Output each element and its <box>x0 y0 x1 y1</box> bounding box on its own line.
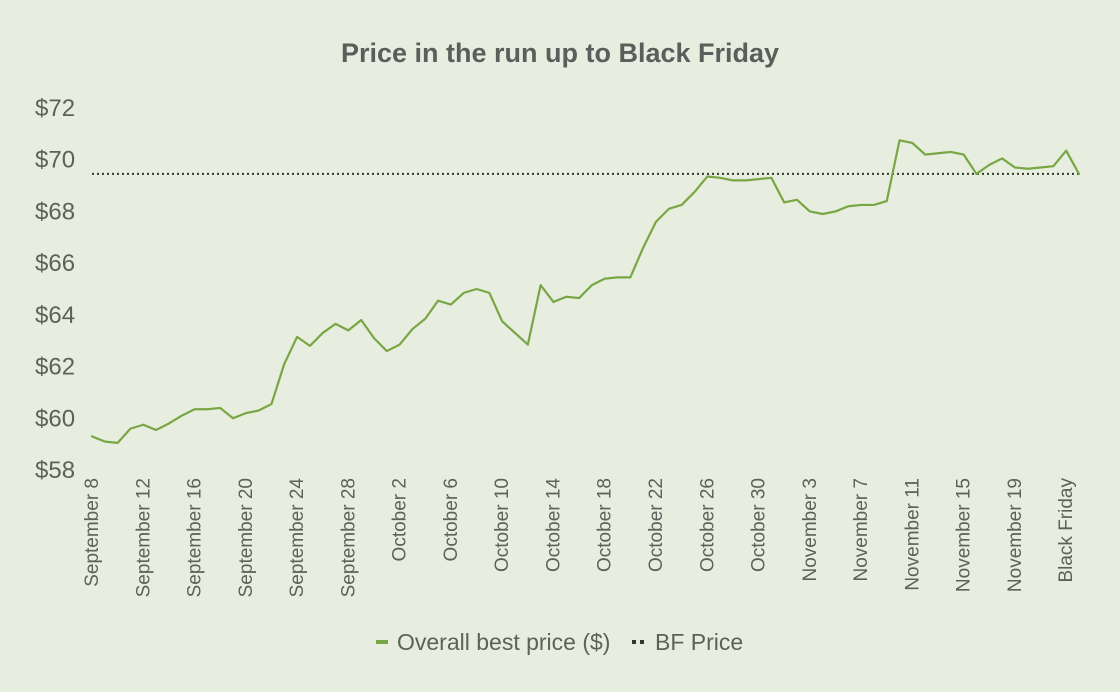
y-tick-label: $66 <box>35 250 75 277</box>
x-tick-label: September 28 <box>338 478 359 597</box>
y-tick-label: $70 <box>35 147 75 174</box>
x-tick-label: November 3 <box>800 478 821 582</box>
x-tick-label: October 14 <box>543 478 564 572</box>
x-tick-label: October 10 <box>492 478 513 572</box>
plot-area <box>90 139 1081 444</box>
x-tick-label: October 18 <box>595 478 616 572</box>
y-tick-label: $68 <box>35 198 75 225</box>
x-tick-label: November 11 <box>902 478 923 591</box>
y-tick-label: $64 <box>35 302 75 329</box>
x-tick-label: September 8 <box>82 478 103 587</box>
y-tick-label: $62 <box>35 354 75 381</box>
legend-item-bf: BF Price <box>632 629 743 655</box>
legend-item-price: Overall best price ($) <box>376 629 610 655</box>
x-tick-label: October 6 <box>441 478 462 561</box>
x-tick-label: November 19 <box>1005 478 1026 592</box>
legend-swatch-price <box>376 640 388 644</box>
legend-swatch-bf-2 <box>640 640 644 644</box>
x-tick-label: September 24 <box>287 478 308 598</box>
x-tick-label: November 7 <box>851 478 872 582</box>
x-tick-label: Black Friday <box>1056 478 1077 583</box>
x-tick-label: October 22 <box>646 478 667 572</box>
legend-label-price: Overall best price ($) <box>397 629 610 655</box>
x-tick-label: September 12 <box>133 478 154 597</box>
legend-label-bf: BF Price <box>655 629 743 655</box>
y-tick-label: $60 <box>35 405 75 432</box>
chart-title: Price in the run up to Black Friday <box>341 38 779 68</box>
x-tick-label: October 2 <box>390 478 411 561</box>
legend: Overall best price ($) BF Price <box>376 629 743 655</box>
y-tick-label: $58 <box>35 457 75 484</box>
x-tick-label: October 30 <box>749 478 770 572</box>
price-series-line <box>90 139 1081 444</box>
x-tick-label: November 15 <box>954 478 975 592</box>
x-axis: September 8 September 12 September 16 Septe… <box>82 478 1077 598</box>
x-tick-label: September 20 <box>236 478 257 597</box>
y-axis: $58 $60 $62 $64 $66 $68 $70 $72 <box>35 95 75 484</box>
x-tick-label: October 26 <box>697 478 718 572</box>
y-tick-label: $72 <box>35 95 75 122</box>
legend-swatch-bf-1 <box>632 640 636 644</box>
x-tick-label: September 16 <box>185 478 206 597</box>
